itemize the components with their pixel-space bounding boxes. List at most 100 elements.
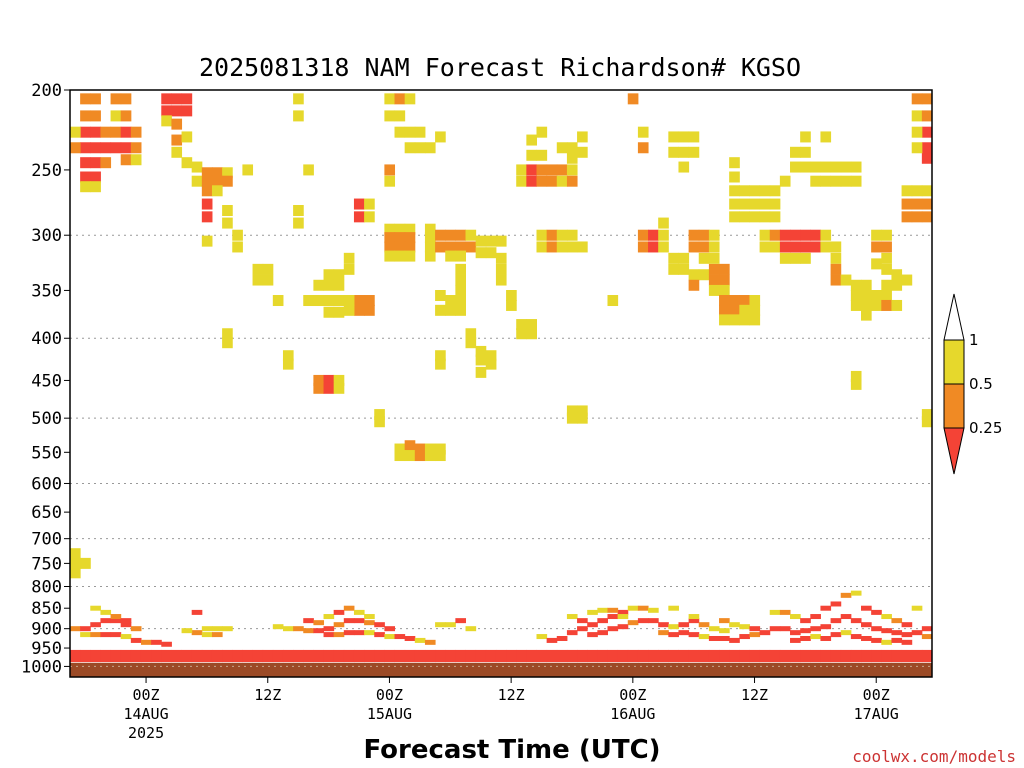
ri-cell [871,609,882,615]
ri-cell [790,241,801,253]
ri-cell [648,649,659,663]
ri-cell [627,649,639,663]
ri-cell [688,279,700,291]
ri-cell [891,637,903,643]
ri-cell [698,634,710,640]
ri-cell [364,304,375,316]
ri-cell [424,450,436,462]
x-tick-label: 14AUG [123,705,168,723]
ri-cell [911,630,923,636]
ri-cell [293,217,304,229]
ri-cell [171,146,183,158]
ri-cell [830,175,842,187]
ri-cell [739,185,750,197]
ri-cell [394,443,406,455]
ri-cell [455,241,467,253]
ri-cell [526,328,537,340]
ri-cell [779,626,791,632]
ri-cell [810,175,821,187]
ri-cell [435,290,446,302]
ri-cell [424,250,436,262]
ri-cell [749,649,761,663]
ri-cell [901,211,913,223]
ri-cell [536,634,548,640]
ri-cell [840,614,852,620]
ri-cell [414,637,426,643]
ri-cell [526,175,537,187]
ri-cell [901,274,913,286]
ri-cell [110,632,122,638]
y-tick-label: 350 [31,281,62,301]
ri-cell [343,618,355,624]
ri-cell [424,639,436,645]
ri-cell [485,649,497,663]
ri-cell [151,649,162,663]
ri-cell [80,171,91,183]
ri-cell [678,252,690,264]
ri-cell [688,269,700,281]
ri-cell [293,626,304,632]
ri-cell [303,649,314,663]
ri-cell [445,241,456,253]
ri-cell [161,641,172,647]
ri-cell [881,252,892,264]
ri-cell [333,279,345,291]
ri-cell [80,93,91,105]
ri-cell [566,614,578,620]
ri-cell [475,649,487,663]
ri-cell [830,274,842,286]
ri-cell [861,299,872,311]
ri-cell [577,626,588,632]
x-tick-label: 00Z [133,686,160,704]
ri-cell [648,618,659,624]
ri-cell [364,211,375,223]
ri-cell [850,590,862,596]
ri-cell [607,649,619,663]
ri-cell [343,304,355,316]
ri-cell [719,635,730,641]
ri-cell [222,217,233,229]
ri-cell [739,198,750,210]
ri-cell [343,649,355,663]
legend-swatch-yellow [943,339,965,385]
ri-cell [455,284,467,296]
ri-cell [729,295,740,307]
ri-cell [678,622,690,628]
ri-cell [921,211,933,223]
legend-tick-label: 0.25 [969,419,1002,437]
ri-cell [495,274,507,286]
ri-cell [222,205,233,217]
ri-cell [394,232,406,244]
ri-cell [637,229,649,241]
ri-cell [445,229,456,241]
y-tick-label: 400 [31,329,62,349]
ri-cell [779,175,791,187]
ri-cell [323,614,335,620]
ri-cell [901,622,913,628]
ri-cell [70,649,81,663]
ri-cell [222,175,233,187]
ri-cell [840,592,852,598]
ri-cell [729,211,740,223]
ri-cell [394,649,406,663]
ri-cell [688,614,700,620]
ri-cell [921,649,933,663]
ri-cell [313,374,325,386]
ri-cell [759,185,771,197]
ri-cell [678,131,690,143]
ri-cell [840,274,852,286]
ri-cell [465,328,477,340]
ri-cell [242,649,254,663]
ri-cell [779,609,791,615]
ri-cell [80,110,91,122]
ri-cell [810,649,821,663]
ri-cell [729,185,740,197]
ri-cell [607,295,619,307]
ri-cell [871,299,882,311]
ri-cell [921,93,933,105]
ri-cell [110,618,122,624]
ri-cell [323,306,335,318]
ri-cell [455,263,467,275]
ri-cell [790,252,801,264]
ri-cell [921,126,933,138]
